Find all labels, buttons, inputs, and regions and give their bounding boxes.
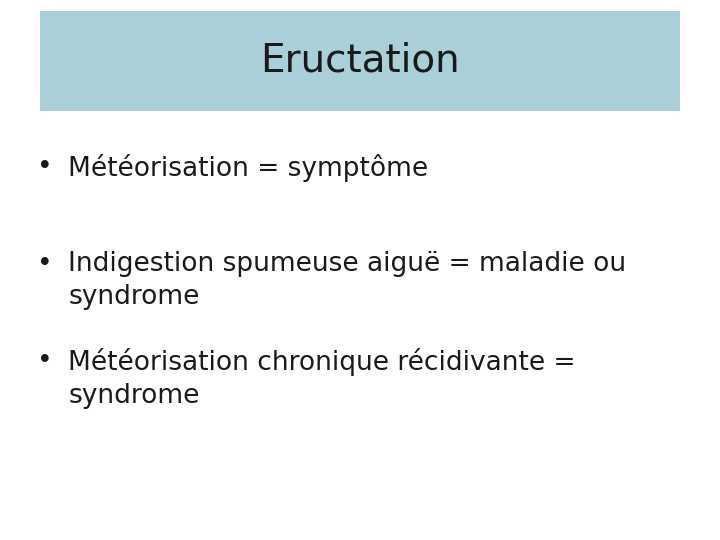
Bar bbox=[40, 11, 680, 111]
Text: Eructation: Eructation bbox=[260, 42, 460, 80]
Text: Indigestion spumeuse aiguë = maladie ou
syndrome: Indigestion spumeuse aiguë = maladie ou … bbox=[68, 251, 626, 310]
Text: •: • bbox=[37, 251, 53, 277]
Text: Météorisation = symptôme: Météorisation = symptôme bbox=[68, 154, 428, 182]
Text: •: • bbox=[37, 154, 53, 180]
Text: •: • bbox=[37, 348, 53, 374]
Text: Météorisation chronique récidivante =
syndrome: Météorisation chronique récidivante = sy… bbox=[68, 348, 576, 409]
